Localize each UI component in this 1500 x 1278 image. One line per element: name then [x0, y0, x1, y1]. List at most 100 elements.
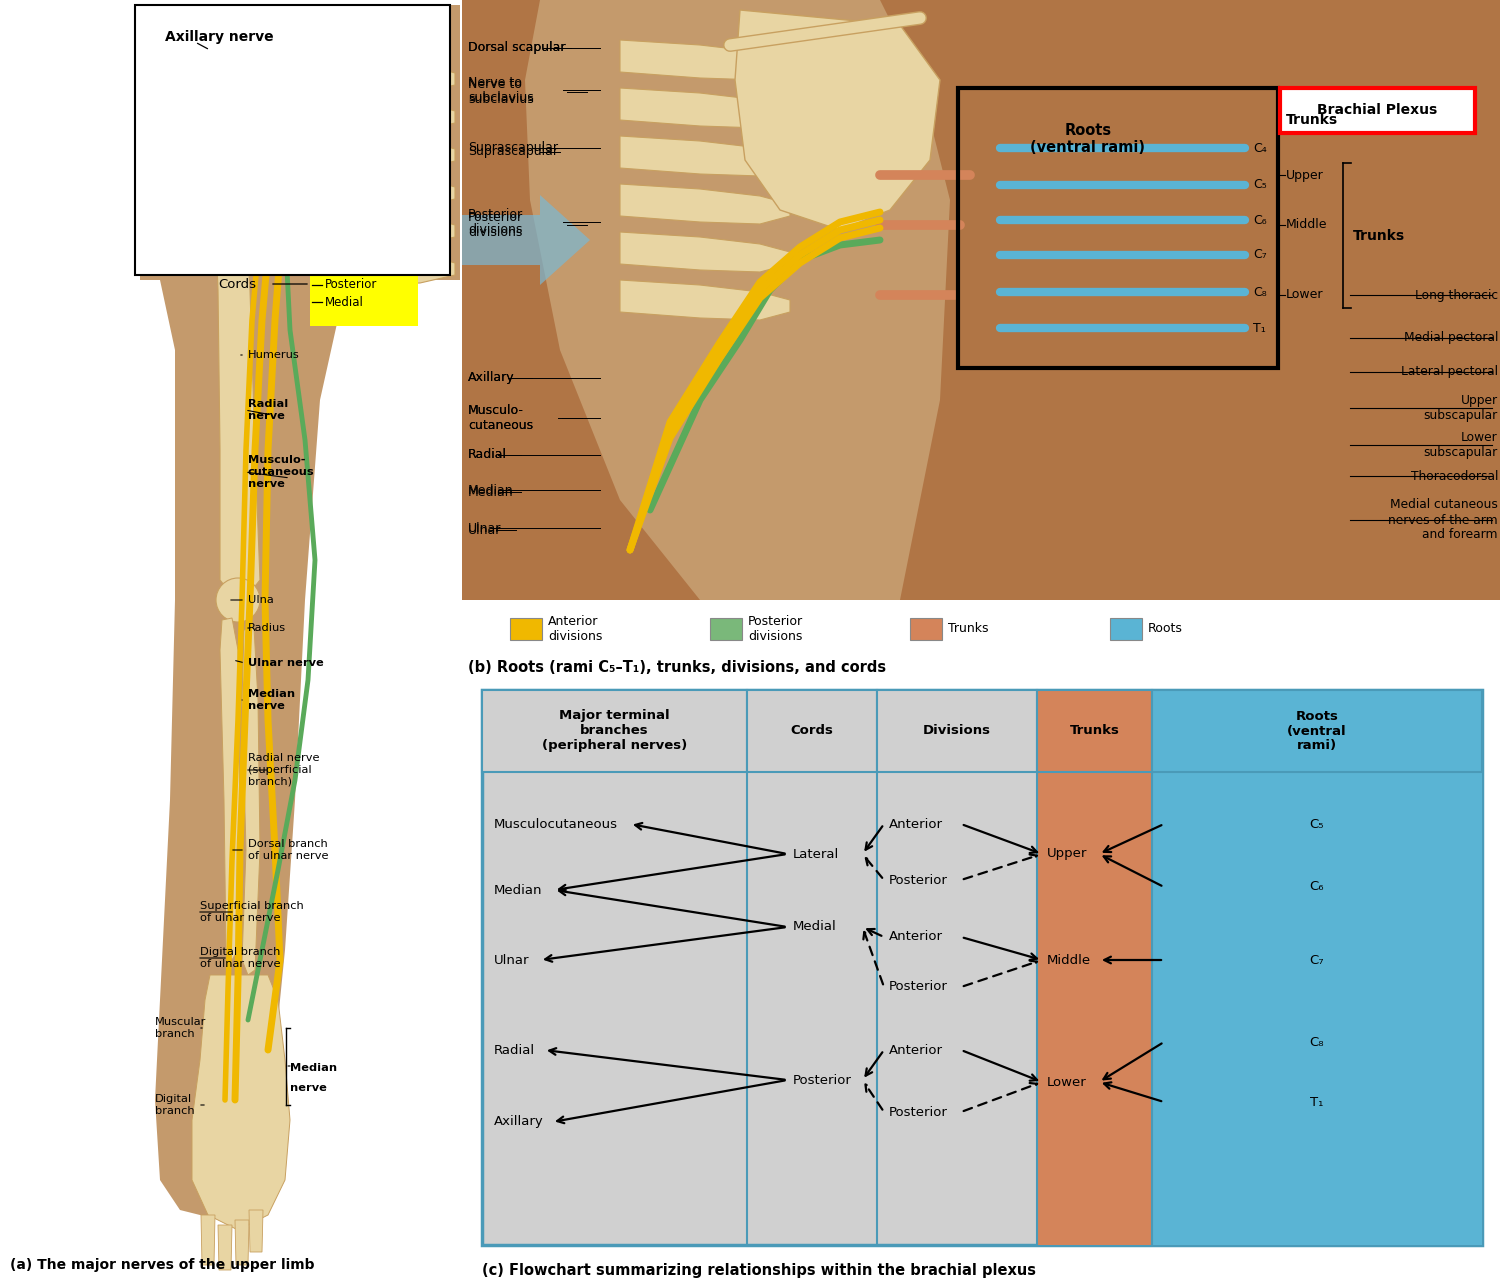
Polygon shape: [236, 1220, 249, 1265]
Text: Ulnar: Ulnar: [468, 524, 501, 537]
Text: nerve: nerve: [290, 1082, 327, 1093]
Polygon shape: [340, 132, 454, 171]
Text: T₁: T₁: [1252, 322, 1266, 335]
Text: Musculo-
cutaneous: Musculo- cutaneous: [468, 404, 532, 432]
Text: Median: Median: [290, 1063, 338, 1074]
Polygon shape: [192, 975, 290, 1229]
Polygon shape: [735, 10, 940, 230]
Polygon shape: [525, 0, 950, 599]
Text: Cords: Cords: [338, 253, 374, 266]
Polygon shape: [620, 280, 790, 320]
Polygon shape: [214, 204, 260, 596]
Polygon shape: [340, 93, 454, 133]
Text: Radial: Radial: [468, 449, 507, 461]
Polygon shape: [140, 5, 460, 1220]
Text: Anterior
divisions: Anterior divisions: [548, 615, 603, 643]
Text: Dorsal scapular: Dorsal scapular: [468, 41, 566, 55]
Text: Suprascapular: Suprascapular: [468, 142, 558, 155]
Text: Axillary nerve: Axillary nerve: [165, 29, 273, 43]
Text: C₅: C₅: [1252, 179, 1266, 192]
Text: Medial: Medial: [326, 295, 364, 308]
Text: Posterior: Posterior: [890, 980, 948, 993]
Polygon shape: [340, 55, 454, 95]
Text: Musculo-
cutaneous
nerve: Musculo- cutaneous nerve: [248, 455, 315, 488]
Polygon shape: [462, 196, 590, 285]
Bar: [510, 619, 542, 640]
Polygon shape: [620, 40, 790, 81]
Bar: [135, 5, 450, 275]
Bar: [1036, 690, 1152, 772]
Text: Trunks: Trunks: [948, 622, 988, 635]
Text: Humerus: Humerus: [248, 350, 300, 360]
Text: C₆: C₆: [1310, 881, 1324, 893]
Polygon shape: [620, 88, 790, 128]
Bar: [482, 690, 747, 772]
Text: Dorsal scapular: Dorsal scapular: [468, 41, 566, 55]
Bar: [1152, 772, 1482, 1245]
Text: Axillary: Axillary: [494, 1116, 543, 1128]
Polygon shape: [220, 619, 240, 960]
Bar: [910, 619, 942, 640]
Text: Posterior: Posterior: [326, 279, 378, 291]
Text: Muscular
branch: Muscular branch: [154, 1017, 207, 1039]
Bar: [1036, 772, 1152, 1245]
Text: Roots
(ventral rami): Roots (ventral rami): [1030, 123, 1146, 156]
Text: Musculocutaneous: Musculocutaneous: [494, 818, 618, 831]
Bar: [482, 690, 1482, 1245]
Text: Trunks: Trunks: [1353, 229, 1406, 243]
Text: Axillary: Axillary: [468, 372, 514, 385]
Text: Upper: Upper: [1047, 847, 1088, 860]
Text: Anterior: Anterior: [890, 818, 944, 831]
Text: Lower: Lower: [1047, 1076, 1086, 1089]
Text: Radial: Radial: [468, 449, 507, 461]
Text: Middle: Middle: [1286, 219, 1328, 231]
Text: Lateral pectoral: Lateral pectoral: [1401, 366, 1498, 378]
Text: Thoracodorsal: Thoracodorsal: [1410, 469, 1498, 483]
Bar: [1152, 690, 1482, 772]
Circle shape: [216, 578, 260, 622]
Text: Nerve to
subclavius: Nerve to subclavius: [468, 75, 534, 104]
Bar: [878, 690, 1036, 772]
Bar: [1110, 619, 1142, 640]
Polygon shape: [242, 627, 260, 975]
Text: (b) Roots (rami C₅–T₁), trunks, divisions, and cords: (b) Roots (rami C₅–T₁), trunks, division…: [468, 659, 886, 675]
Text: Radial nerve
(superficial
branch): Radial nerve (superficial branch): [248, 754, 320, 786]
Text: Brachial Plexus: Brachial Plexus: [1317, 104, 1437, 118]
Text: C₆: C₆: [1252, 213, 1266, 226]
Text: Ulnar: Ulnar: [494, 953, 530, 966]
Text: Axillary: Axillary: [468, 372, 514, 385]
Text: Posterior
divisions: Posterior divisions: [468, 208, 524, 236]
Text: Nerve to
subclavius: Nerve to subclavius: [468, 78, 534, 106]
Text: Lower
subscapular: Lower subscapular: [1424, 431, 1498, 459]
Text: Digital
branch: Digital branch: [154, 1094, 195, 1116]
Bar: [0, 0, 462, 1245]
Text: Roots
(ventral
rami): Roots (ventral rami): [1287, 709, 1347, 753]
Text: Dorsal branch
of ulnar nerve: Dorsal branch of ulnar nerve: [248, 840, 328, 861]
Polygon shape: [195, 20, 440, 199]
Bar: [958, 88, 1278, 368]
Polygon shape: [620, 184, 790, 224]
Polygon shape: [217, 1226, 232, 1270]
Text: Divisions: Divisions: [922, 725, 992, 737]
Text: Radial: Radial: [494, 1044, 536, 1057]
Text: Major terminal
branches
(peripheral nerves): Major terminal branches (peripheral nerv…: [542, 709, 687, 753]
Text: C₅: C₅: [1310, 818, 1324, 831]
Bar: [747, 690, 878, 772]
Polygon shape: [462, 0, 1500, 599]
Text: C₈: C₈: [1310, 1035, 1324, 1048]
Text: Radial
nerve: Radial nerve: [248, 399, 288, 420]
Text: Anterior: Anterior: [890, 930, 944, 943]
Text: (a) The major nerves of the upper limb: (a) The major nerves of the upper limb: [10, 1258, 315, 1272]
Text: C₇: C₇: [1252, 248, 1266, 262]
Text: Lateral: Lateral: [326, 262, 366, 275]
Text: Posterior
divisions: Posterior divisions: [468, 211, 524, 239]
Text: T₁: T₁: [1311, 1095, 1323, 1108]
Text: C₈: C₈: [1252, 285, 1266, 299]
Text: Upper: Upper: [1286, 169, 1323, 181]
Text: Ulnar nerve: Ulnar nerve: [248, 658, 324, 668]
Text: Cords: Cords: [790, 725, 834, 737]
Text: Superficial branch
of ulnar nerve: Superficial branch of ulnar nerve: [200, 901, 303, 923]
Text: Trunks: Trunks: [1286, 112, 1338, 127]
Polygon shape: [620, 233, 790, 272]
Polygon shape: [340, 207, 454, 247]
